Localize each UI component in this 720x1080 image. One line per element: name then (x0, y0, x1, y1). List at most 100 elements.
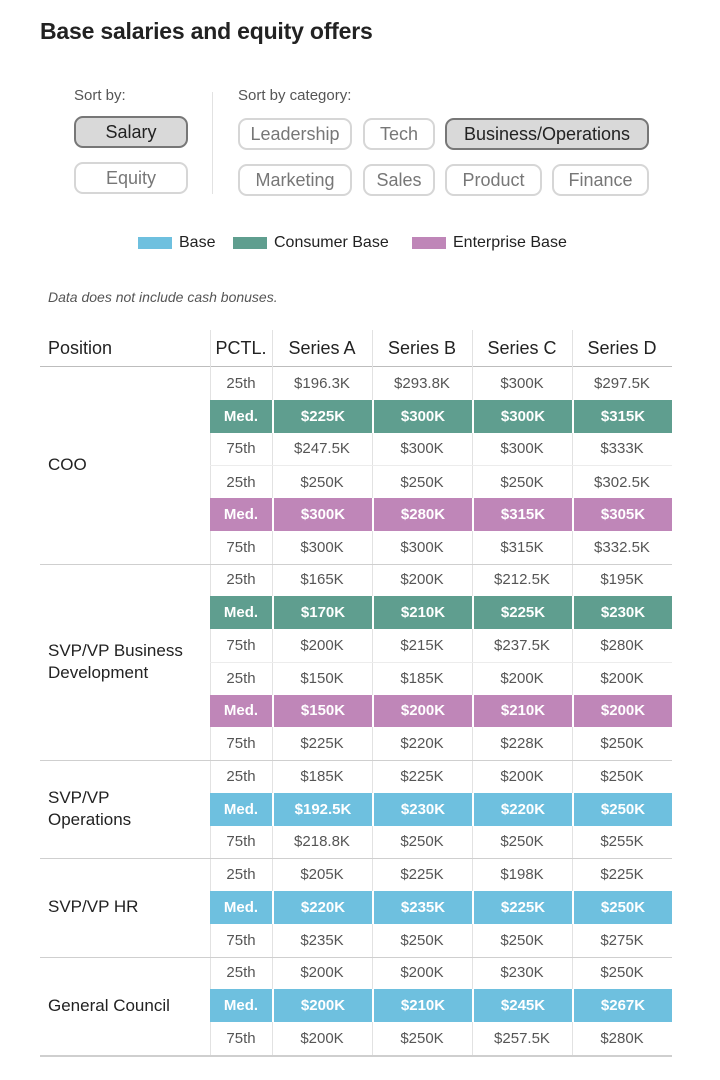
category-finance-button[interactable]: Finance (552, 164, 649, 196)
value-cell: $165K (300, 571, 344, 589)
value-cell: $280K (600, 636, 644, 654)
value-cell: $230K (372, 792, 472, 826)
group-divider (40, 563, 672, 565)
pctl-cell: Med. (223, 898, 259, 916)
value-cell: $255K (600, 833, 644, 851)
legend-swatch-consumer (233, 237, 267, 249)
value-cell: $250K (400, 931, 444, 949)
legend-label: Consumer Base (274, 234, 389, 251)
value-cell: $297.5K (594, 374, 650, 392)
category-leadership-button[interactable]: Leadership (238, 118, 352, 150)
value-cell: $210K (472, 694, 572, 728)
value-cell: $300K (300, 538, 344, 556)
table-row: Med. $192.5K $230K $220K $250K (210, 792, 672, 826)
table-row: Med. $200K $210K $245K $267K (210, 989, 672, 1022)
table-row: 25th $250K $250K $250K $302.5K (210, 465, 672, 498)
value-cell: $200K (600, 670, 644, 688)
pctl-cell: Med. (223, 997, 259, 1015)
pctl-cell: 75th (226, 440, 256, 458)
value-cell: $300K (400, 440, 444, 458)
group-divider (40, 760, 672, 761)
pctl-cell: 25th (226, 571, 256, 589)
pctl-cell: 75th (226, 931, 256, 949)
value-cell: $200K (400, 571, 444, 589)
table-row: 75th $200K $250K $257.5K $280K (210, 1022, 672, 1055)
value-cell: $205K (300, 866, 344, 884)
value-cell: $267K (572, 989, 672, 1022)
value-cell: $200K (300, 964, 344, 982)
salary-table: Position PCTL. Series A Series B Series … (40, 330, 672, 1057)
category-tech-button[interactable]: Tech (363, 118, 435, 150)
value-cell: $218.8K (294, 833, 350, 851)
legend-item-base: Base (138, 234, 215, 252)
sort-equity-button[interactable]: Equity (74, 162, 188, 194)
value-cell: $200K (300, 1029, 344, 1047)
value-cell: $250K (572, 891, 672, 924)
value-cell: $250K (400, 833, 444, 851)
legend-label: Base (179, 234, 216, 251)
group-divider (40, 858, 672, 860)
value-cell: $225K (300, 735, 344, 753)
column-header-series-b: Series B (387, 337, 457, 358)
pctl-cell: Med. (223, 604, 259, 622)
pctl-cell: 75th (226, 538, 256, 556)
value-cell: $250K (400, 473, 444, 491)
sort-by-category-label: Sort by category: (238, 87, 352, 104)
column-separator (372, 330, 373, 1057)
value-cell: $200K (300, 636, 344, 654)
value-cell: $225K (472, 596, 572, 629)
value-cell: $250K (600, 767, 644, 785)
table-row: 25th $185K $225K $200K $250K (210, 760, 672, 793)
pctl-cell: Med. (223, 702, 259, 720)
category-sales-button[interactable]: Sales (363, 164, 435, 196)
value-cell: $200K (372, 694, 472, 728)
pctl-cell: 25th (226, 670, 256, 688)
value-cell: $250K (600, 735, 644, 753)
table-row: 75th $235K $250K $250K $275K (210, 924, 672, 957)
group-divider (40, 956, 672, 958)
pctl-cell: Med. (223, 505, 259, 523)
value-cell: $200K (500, 767, 544, 785)
value-cell: $315K (472, 498, 572, 531)
table-row: 75th $300K $300K $315K $332.5K (210, 531, 672, 564)
table-row: 25th $150K $185K $200K $200K (210, 661, 672, 695)
category-marketing-button[interactable]: Marketing (238, 164, 352, 196)
legend-label: Enterprise Base (453, 234, 567, 251)
column-header-series-c: Series C (487, 337, 557, 358)
value-cell: $332.5K (594, 538, 650, 556)
position-label: General Council (48, 995, 170, 1015)
value-cell: $257.5K (494, 1029, 550, 1047)
category-product-button[interactable]: Product (445, 164, 542, 196)
value-cell: $300K (272, 498, 372, 531)
value-cell: $225K (472, 891, 572, 924)
column-separator (472, 330, 473, 1057)
pctl-cell: Med. (223, 407, 259, 425)
value-cell: $150K (300, 670, 344, 688)
column-separator (272, 330, 273, 1057)
pctl-cell: Med. (223, 800, 259, 818)
table-row: Med. $220K $235K $225K $250K (210, 891, 672, 924)
value-cell: $200K (272, 989, 372, 1022)
table-row: Med. $170K $210K $225K $230K (210, 596, 672, 629)
table-row: 75th $218.8K $250K $250K $255K (210, 826, 672, 859)
column-separator (572, 330, 573, 1057)
category-business-operations-button[interactable]: Business/Operations (445, 118, 649, 150)
position-label: SVP/VP Operations (48, 788, 132, 830)
value-cell: $220K (400, 735, 444, 753)
position-label: SVP/VP HR (48, 897, 139, 917)
value-cell: $192.5K (272, 792, 372, 826)
value-cell: $280K (600, 1029, 644, 1047)
value-cell: $302.5K (594, 473, 650, 491)
value-cell: $300K (472, 399, 572, 433)
value-cell: $250K (500, 473, 544, 491)
data-note: Data does not include cash bonuses. (48, 289, 278, 305)
sort-salary-button[interactable]: Salary (74, 116, 188, 148)
header-divider (40, 366, 672, 367)
value-cell: $200K (572, 694, 672, 728)
pctl-cell: 25th (226, 473, 256, 491)
value-cell: $250K (600, 964, 644, 982)
value-cell: $185K (300, 767, 344, 785)
position-label: COO (48, 455, 87, 475)
value-cell: $275K (600, 931, 644, 949)
value-cell: $250K (400, 1029, 444, 1047)
